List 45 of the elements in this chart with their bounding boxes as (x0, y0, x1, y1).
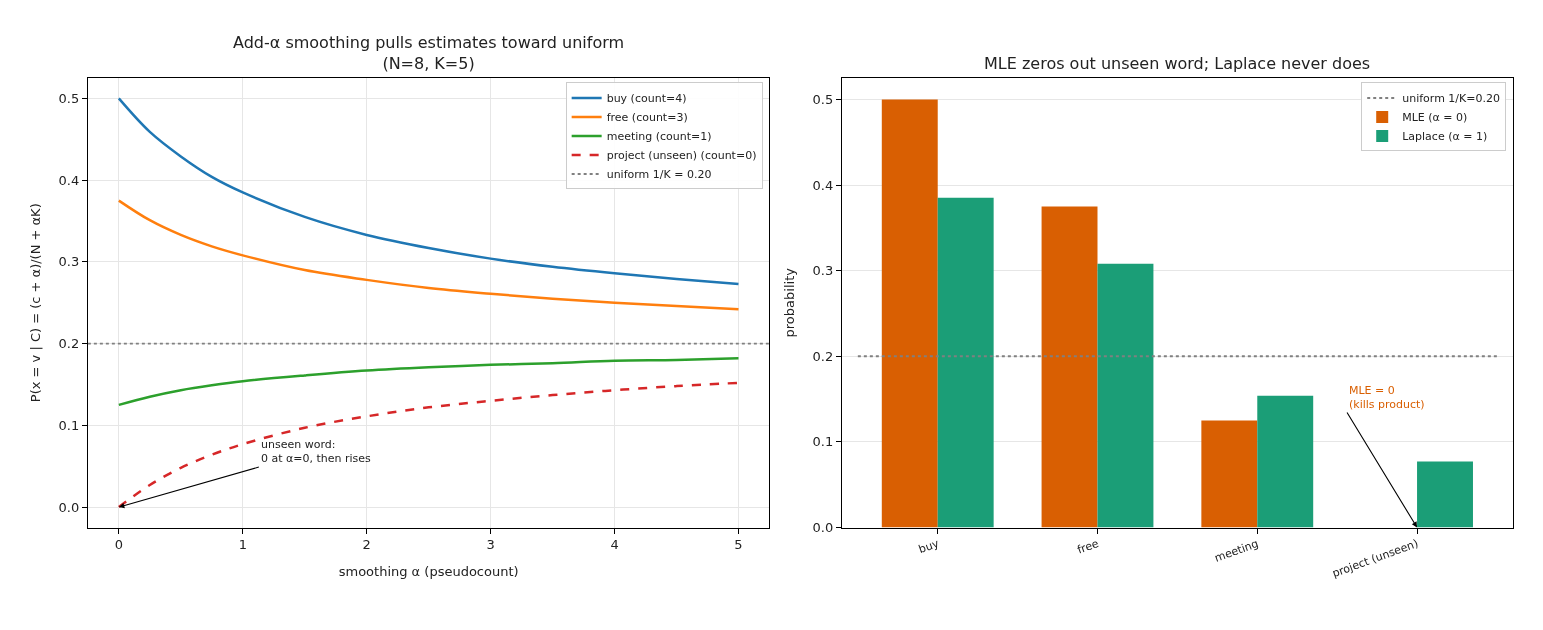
y-axis-title: probability (781, 267, 797, 338)
legend-label: uniform 1/K=0.20 (1402, 92, 1500, 106)
line-series (117, 199, 740, 311)
y-tick-label: 0.5 (58, 90, 80, 106)
legend-label: uniform 1/K = 0.20 (606, 168, 712, 182)
annotation: unseen word: 0 at α=0, then rises (261, 438, 372, 466)
x-tick-label: 1 (238, 537, 247, 553)
x-tick-label: 2 (362, 537, 371, 553)
y-axis-title: P(x = v | C) = (c + α)/(N + αK) (27, 203, 43, 403)
y-tick-label: 0.0 (812, 520, 834, 536)
bar (1417, 461, 1473, 528)
y-tick-label: 0.2 (812, 348, 834, 364)
legend-label: project (unseen) (count=0) (606, 149, 757, 163)
legend-label: meeting (count=1) (606, 130, 712, 144)
annotation: MLE = 0 (kills product) (1349, 384, 1425, 412)
legend-label: buy (count=4) (606, 92, 687, 106)
x-tick-label: buy (916, 536, 942, 557)
legend-label: MLE (α = 0) (1402, 111, 1468, 125)
x-axis-title: smoothing α (pseudocount) (338, 563, 519, 579)
line-series (117, 381, 740, 509)
bar (1201, 420, 1258, 528)
bar (1097, 263, 1154, 528)
bar (881, 99, 938, 528)
chart-title: MLE zeros out unseen word; Laplace never does (984, 54, 1371, 73)
y-tick-label: 0.5 (812, 91, 834, 107)
y-tick-label: 0.4 (58, 172, 80, 188)
bar (937, 197, 994, 528)
x-tick-label: 3 (486, 537, 495, 553)
y-tick-label: 0.3 (812, 263, 834, 279)
y-tick-label: 0.0 (58, 499, 80, 515)
y-tick-label: 0.2 (58, 336, 80, 352)
bar (1041, 206, 1098, 528)
x-tick-label: 5 (734, 537, 743, 553)
x-tick-label: 4 (610, 537, 619, 553)
x-tick-label: free (1075, 536, 1101, 557)
line-series (117, 357, 740, 407)
y-tick-label: 0.1 (812, 434, 834, 450)
y-tick-label: 0.4 (812, 177, 834, 193)
legend-label: Laplace (α = 1) (1402, 130, 1488, 144)
y-tick-label: 0.3 (58, 254, 80, 270)
bar (1257, 395, 1314, 528)
chart-title: Add-α smoothing pulls estimates toward uniform (N=8, K=5) (233, 33, 625, 73)
legend-label: free (count=3) (606, 111, 688, 125)
x-tick-label: 0 (114, 537, 123, 553)
y-tick-label: 0.1 (58, 417, 80, 433)
